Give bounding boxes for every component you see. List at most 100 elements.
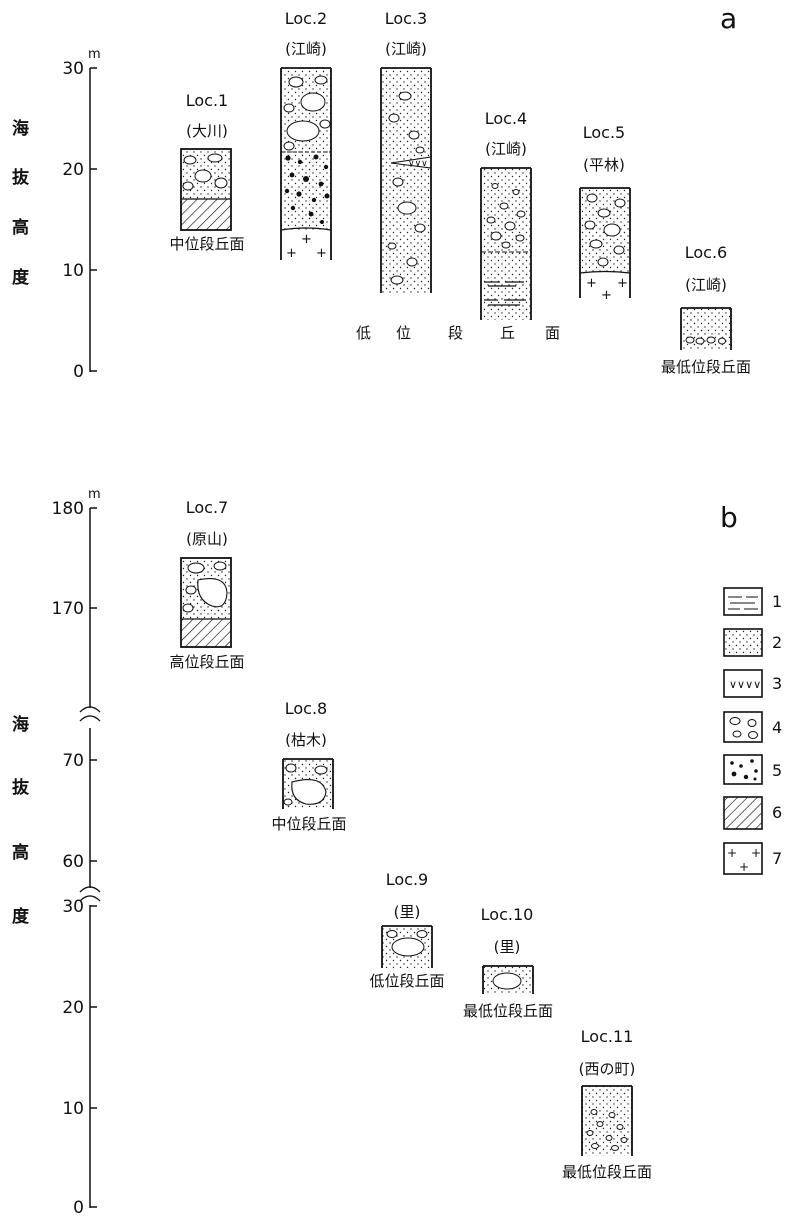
column-loc11: Loc.11 (西の町) 最低位段丘面 <box>562 1027 652 1181</box>
legend-item-3: ∨∨∨∨ 3 <box>723 669 782 698</box>
panel-a-tick-label-10: 10 <box>62 261 84 281</box>
column-loc5: Loc.5 (平林) + + + <box>579 123 631 303</box>
loc1-column <box>180 148 232 231</box>
loc4-place: (江崎) <box>485 140 527 158</box>
column-loc4: Loc.4 (江崎) <box>480 109 532 320</box>
panel-a-ytitle-3: 高 <box>12 217 29 238</box>
legend-item-7: + + + 7 <box>723 842 782 875</box>
panel-b-unit: m <box>88 487 101 502</box>
svg-text:∨∨∨: ∨∨∨ <box>408 159 428 169</box>
panel-a-ytitle-4: 度 <box>12 267 30 288</box>
legend-num-2: 2 <box>772 633 782 652</box>
svg-text:+: + <box>739 860 749 874</box>
loc11-surface: 最低位段丘面 <box>562 1163 652 1181</box>
column-loc8: Loc.8 (枯木) 中位段丘面 <box>271 699 346 833</box>
panel-b-label: b <box>720 501 738 534</box>
loc10-surface: 最低位段丘面 <box>463 1002 553 1020</box>
loc1-place: (大川) <box>186 122 228 140</box>
legend-num-4: 4 <box>772 718 782 737</box>
loc5-name: Loc.5 <box>583 123 625 142</box>
surface-char-5: 面 <box>545 324 560 342</box>
loc7-column <box>180 557 232 648</box>
legend-item-6: 6 <box>723 796 782 830</box>
loc2-place: (江崎) <box>285 40 327 58</box>
legend-item-4: 4 <box>723 711 782 743</box>
legend-item-2: 2 <box>723 628 782 657</box>
legend-num-3: 3 <box>772 674 782 693</box>
loc1-name: Loc.1 <box>186 91 228 110</box>
svg-text:+: + <box>751 846 761 860</box>
panel-b-tick-label-10: 10 <box>62 1099 84 1119</box>
surface-char-3: 段 <box>448 324 463 342</box>
legend-num-7: 7 <box>772 849 782 868</box>
loc11-place: (西の町) <box>579 1060 636 1078</box>
svg-text:+: + <box>727 846 737 860</box>
svg-text:+: + <box>286 246 297 261</box>
panel-a-tick-label-20: 20 <box>62 160 84 180</box>
loc8-surface: 中位段丘面 <box>271 815 346 833</box>
legend-num-5: 5 <box>772 761 782 780</box>
panel-b: b 180 170 70 60 30 20 10 0 m 海 抜 高 度 Loc… <box>12 487 738 1217</box>
legend-num-6: 6 <box>772 803 782 822</box>
axis-break-lower-1 <box>79 886 101 893</box>
surface-char-2: 位 <box>396 324 411 342</box>
axis-break-upper-1 <box>79 706 101 713</box>
column-loc10: Loc.10 (里) 最低位段丘面 <box>463 905 553 1020</box>
svg-text:∨∨∨∨: ∨∨∨∨ <box>729 678 761 691</box>
surface-char-4: 丘 <box>500 324 515 342</box>
axis-break-upper-2 <box>79 715 101 722</box>
column-loc2: Loc.2 (江崎) + <box>280 9 332 261</box>
loc6-surface: 最低位段丘面 <box>661 358 751 376</box>
panel-b-tick-label-20: 20 <box>62 998 84 1018</box>
panel-b-tick-label-30: 30 <box>62 897 84 917</box>
column-loc9: Loc.9 (里) 低位段丘面 <box>369 870 444 990</box>
loc7-name: Loc.7 <box>186 498 228 517</box>
panel-b-ytitle-2: 抜 <box>12 777 30 798</box>
axis-break-lower-2 <box>79 895 101 902</box>
panel-a-unit: m <box>88 47 101 62</box>
loc10-name: Loc.10 <box>481 905 534 924</box>
loc8-name: Loc.8 <box>285 699 327 718</box>
column-loc7: Loc.7 (原山) 高位段丘面 <box>169 498 244 671</box>
loc3-place: (江崎) <box>385 40 427 58</box>
loc10-place: (里) <box>494 938 521 956</box>
panel-b-tick-label-60: 60 <box>62 852 84 872</box>
panel-b-tick-label-180: 180 <box>52 499 84 519</box>
panel-a-tick-label-30: 30 <box>62 59 84 79</box>
legend-item-1: 1 <box>723 587 782 616</box>
panel-b-tick-label-70: 70 <box>62 751 84 771</box>
legend-num-1: 1 <box>772 592 782 611</box>
loc6-place: (江崎) <box>685 276 727 294</box>
loc5-place: (平林) <box>583 156 625 174</box>
loc2-name: Loc.2 <box>285 9 327 28</box>
svg-text:+: + <box>601 288 612 303</box>
panel-a-label: a <box>720 2 737 35</box>
panel-b-tick-label-0: 0 <box>73 1198 84 1217</box>
loc1-surface: 中位段丘面 <box>169 235 244 253</box>
loc9-name: Loc.9 <box>386 870 428 889</box>
panel-b-tick-label-170: 170 <box>52 599 84 619</box>
panel-b-ytitle-1: 海 <box>12 714 29 735</box>
loc9-place: (里) <box>394 903 421 921</box>
column-loc3: Loc.3 (江崎) ∨∨∨ <box>380 9 432 293</box>
panel-a: a 30 20 10 0 m 海 抜 高 度 Loc.1 (大川) 中位段丘面 <box>12 2 751 382</box>
panel-a-ytitle-2: 抜 <box>12 167 30 188</box>
panel-a-ytitle-1: 海 <box>12 118 29 139</box>
loc7-place: (原山) <box>186 530 228 548</box>
panel-b-ytitle-3: 高 <box>12 842 29 863</box>
legend-item-5: 5 <box>723 754 782 785</box>
svg-text:+: + <box>617 276 628 291</box>
loc6-name: Loc.6 <box>685 243 727 262</box>
column-loc6: Loc.6 (江崎) 最低位段丘面 <box>661 243 751 376</box>
loc9-surface: 低位段丘面 <box>369 972 444 990</box>
loc4-name: Loc.4 <box>485 109 527 128</box>
loc8-place: (枯木) <box>285 731 327 749</box>
surface-char-1: 低 <box>356 324 371 342</box>
loc7-surface: 高位段丘面 <box>169 653 244 671</box>
legend: 1 2 ∨∨∨∨ 3 4 <box>723 587 782 875</box>
svg-text:+: + <box>316 246 327 261</box>
loc11-name: Loc.11 <box>581 1027 634 1046</box>
panel-b-ytitle-4: 度 <box>12 906 30 927</box>
panel-a-tick-label-0: 0 <box>73 362 84 382</box>
